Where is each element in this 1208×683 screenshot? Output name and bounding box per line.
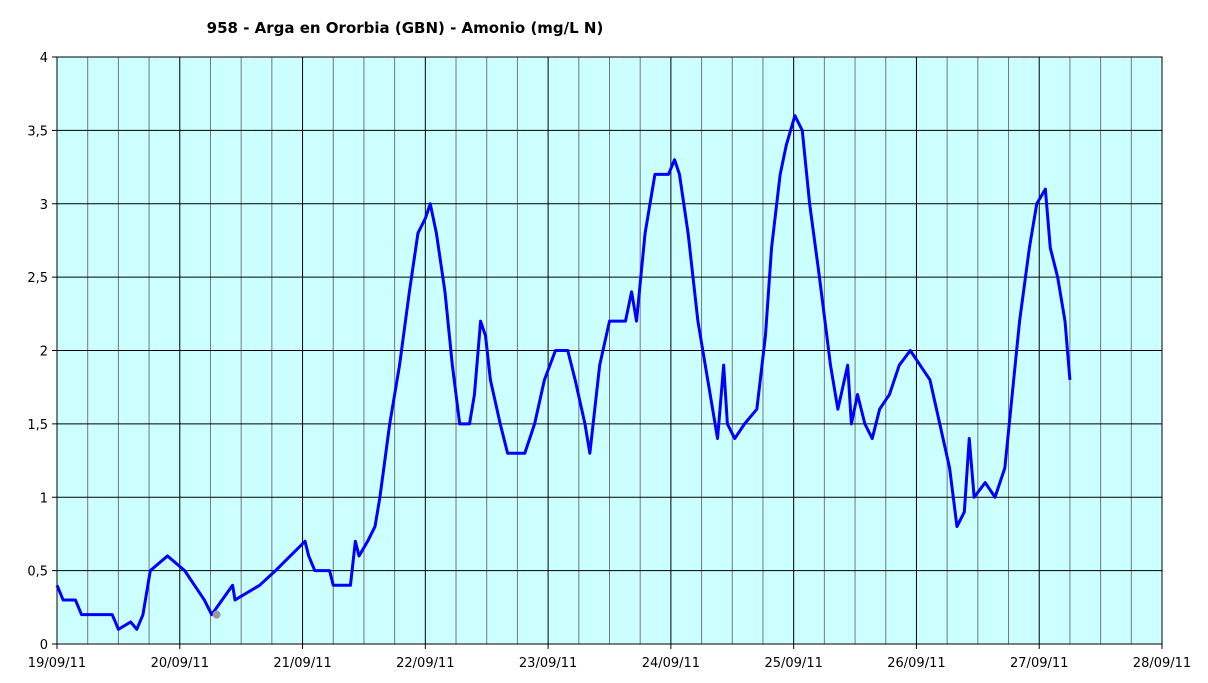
data-line [55,114,1072,631]
x-tick-label: 19/09/11 [28,656,86,671]
y-tick-label: 1 [40,491,48,506]
y-tick-label: 0 [40,638,48,653]
x-tick-label: 20/09/11 [151,656,209,671]
highlight-point [212,610,221,619]
x-tick-label: 27/09/11 [1010,656,1068,671]
y-tick-label: 4 [40,51,48,66]
x-tick-label: 23/09/11 [519,656,577,671]
chart-title: 958 - Arga en Ororbia (GBN) - Amonio (mg… [207,19,604,37]
y-tick-label: 2 [40,345,48,360]
x-tick-label: 24/09/11 [642,656,700,671]
x-tick-label: 25/09/11 [764,656,822,671]
x-tick-label: 26/09/11 [887,656,945,671]
y-tick-label: 2,5 [27,271,48,286]
y-tick-label: 3,5 [27,124,48,139]
plot-border [56,56,1163,645]
x-tick-label: 22/09/11 [396,656,454,671]
y-tick-label: 0,5 [27,565,48,580]
y-tick-label: 1,5 [27,418,48,433]
x-tick-label: 28/09/11 [1133,656,1191,671]
x-tick-label: 21/09/11 [273,656,331,671]
y-tick-label: 3 [40,198,48,213]
